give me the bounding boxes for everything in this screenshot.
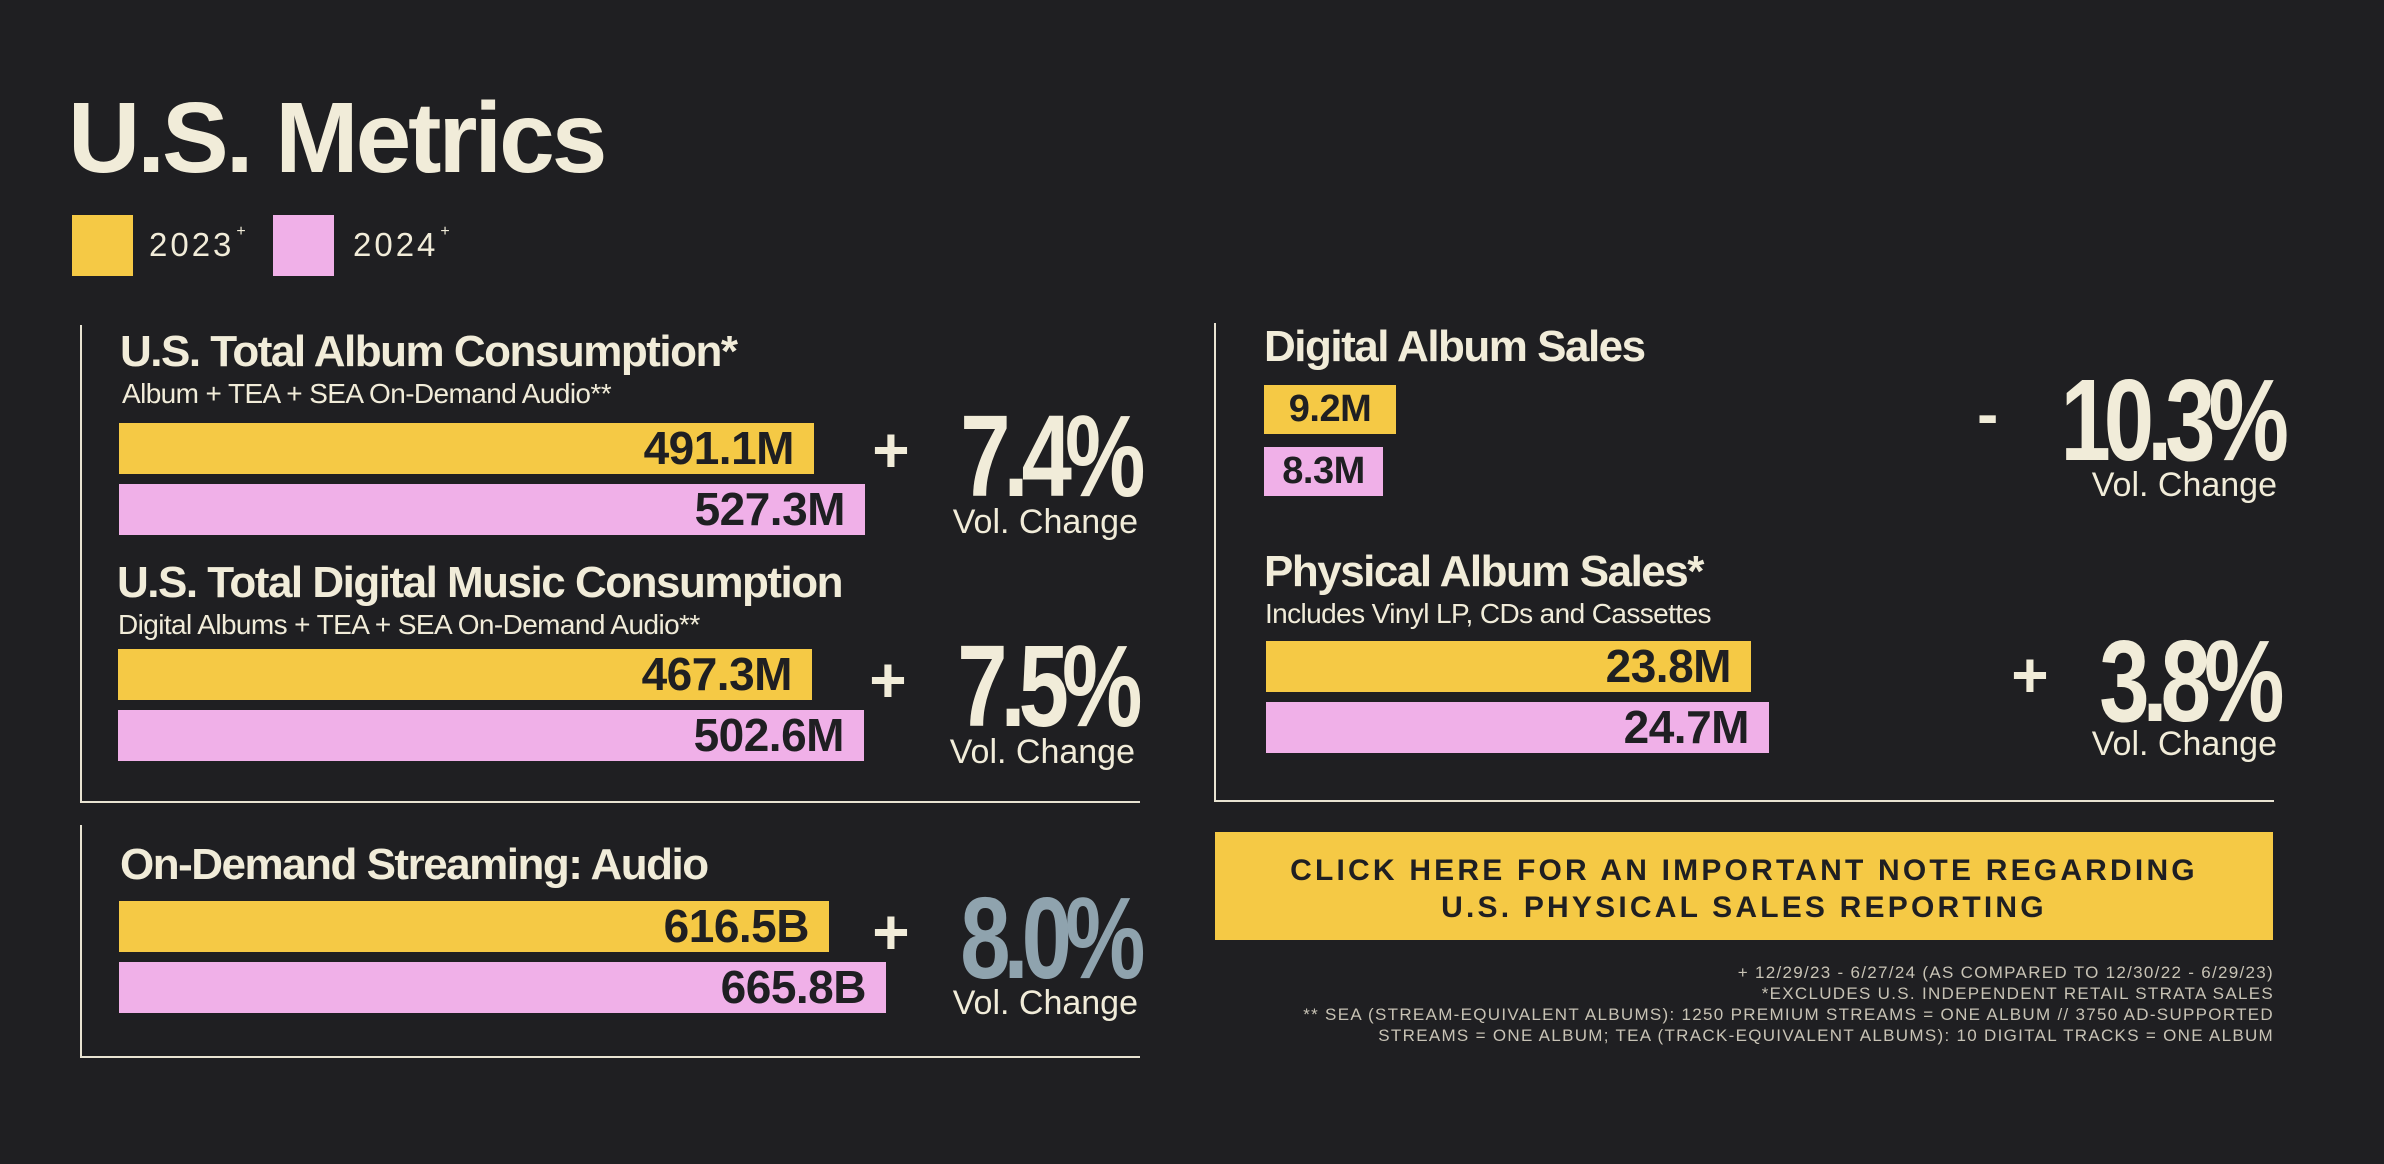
change-caption-streaming-audio: Vol. Change [952, 984, 1138, 1022]
chart-subtitle-physical-album-sales: Includes Vinyl LP, CDs and Cassettes [1265, 598, 1711, 629]
change-value-streaming-audio: 8.0% [959, 873, 1145, 1003]
physical-sales-note-line-2: U.S. PHYSICAL SALES REPORTING [1441, 891, 2047, 924]
footnote-excludes: *EXCLUDES U.S. INDEPENDENT RETAIL STRATA… [1761, 984, 2274, 1003]
chart-title-album-consumption: U.S. Total Album Consumption* [120, 327, 738, 376]
bar-digital-consumption-2024: 502.6M [118, 710, 864, 761]
change-value-album-consumption: 7.4% [959, 391, 1145, 521]
bar-album-consumption-2024: 527.3M [119, 484, 865, 535]
footnote-tea: STREAMS = ONE ALBUM; TEA (TRACK-EQUIVALE… [1378, 1026, 2274, 1045]
change-value-physical-album-sales: 3.8% [2098, 616, 2284, 746]
change-caption-physical-album-sales: Vol. Change [2091, 725, 2277, 763]
legend-mark-2024: + [440, 223, 453, 240]
change-caption-album-consumption: Vol. Change [952, 503, 1138, 541]
page-title: U.S. Metrics [68, 82, 607, 194]
bar-digital-album-sales-2024: 8.3M [1264, 447, 1383, 496]
change-album-consumption: +7.4% [838, 391, 1145, 521]
change-streaming-audio: +8.0% [838, 873, 1145, 1003]
change-caption-digital-album-sales: Vol. Change [2091, 466, 2277, 504]
bar-streaming-audio-2024: 665.8B [119, 962, 886, 1013]
change-sign-digital-consumption: + [869, 644, 906, 716]
change-sign-physical-album-sales: + [2011, 639, 2048, 711]
bar-physical-album-sales-2023: 23.8M [1266, 641, 1751, 692]
bar-streaming-audio-2023: 616.5B [119, 901, 829, 952]
panel-streaming-frame [80, 825, 1140, 1058]
panel-sales-frame [1214, 323, 2274, 802]
chart-title-digital-album-sales: Digital Album Sales [1264, 322, 1646, 371]
legend-label-2024: 2024 + [353, 224, 453, 263]
legend-label-2023: 2023 + [149, 224, 249, 263]
legend-mark-2023: + [236, 223, 249, 240]
legend-swatch-2023 [72, 215, 133, 276]
bar-album-consumption-2023: 491.1M [119, 423, 814, 474]
footnote-date-range: + 12/29/23 - 6/27/24 (AS COMPARED TO 12/… [1737, 963, 2274, 982]
change-sign-digital-album-sales: - [1977, 378, 1998, 450]
change-value-digital-consumption: 7.5% [956, 621, 1142, 751]
change-value-digital-album-sales: 10.3% [2060, 355, 2289, 485]
physical-sales-note-line-1: CLICK HERE FOR AN IMPORTANT NOTE REGARDI… [1290, 854, 2198, 887]
change-digital-consumption: +7.5% [835, 621, 1142, 751]
bar-digital-album-sales-2023: 9.2M [1264, 385, 1396, 434]
change-sign-streaming-audio: + [872, 896, 909, 968]
change-caption-digital-consumption: Vol. Change [949, 733, 1135, 771]
chart-title-streaming-audio: On-Demand Streaming: Audio [120, 840, 709, 889]
change-digital-album-sales: -10.3% [1977, 362, 2289, 478]
chart-subtitle-album-consumption: Album + TEA + SEA On-Demand Audio** [122, 378, 612, 409]
chart-title-physical-album-sales: Physical Album Sales* [1264, 547, 1704, 596]
chart-subtitle-digital-consumption: Digital Albums + TEA + SEA On-Demand Aud… [118, 609, 700, 640]
chart-title-digital-consumption: U.S. Total Digital Music Consumption [117, 558, 843, 607]
change-sign-album-consumption: + [872, 414, 909, 486]
footnote-sea: ** SEA (STREAM-EQUIVALENT ALBUMS): 1250 … [1303, 1005, 2274, 1024]
bar-physical-album-sales-2024: 24.7M [1266, 702, 1769, 753]
change-physical-album-sales: +3.8% [1977, 616, 2284, 746]
legend-swatch-2024 [273, 215, 334, 276]
legend-label-2023-text: 2023 [149, 226, 235, 263]
bar-digital-consumption-2023: 467.3M [118, 649, 812, 700]
panel-consumption-frame [80, 325, 1140, 803]
physical-sales-note-button[interactable]: CLICK HERE FOR AN IMPORTANT NOTE REGARDI… [1215, 832, 2273, 940]
legend-label-2024-text: 2024 [353, 226, 439, 263]
